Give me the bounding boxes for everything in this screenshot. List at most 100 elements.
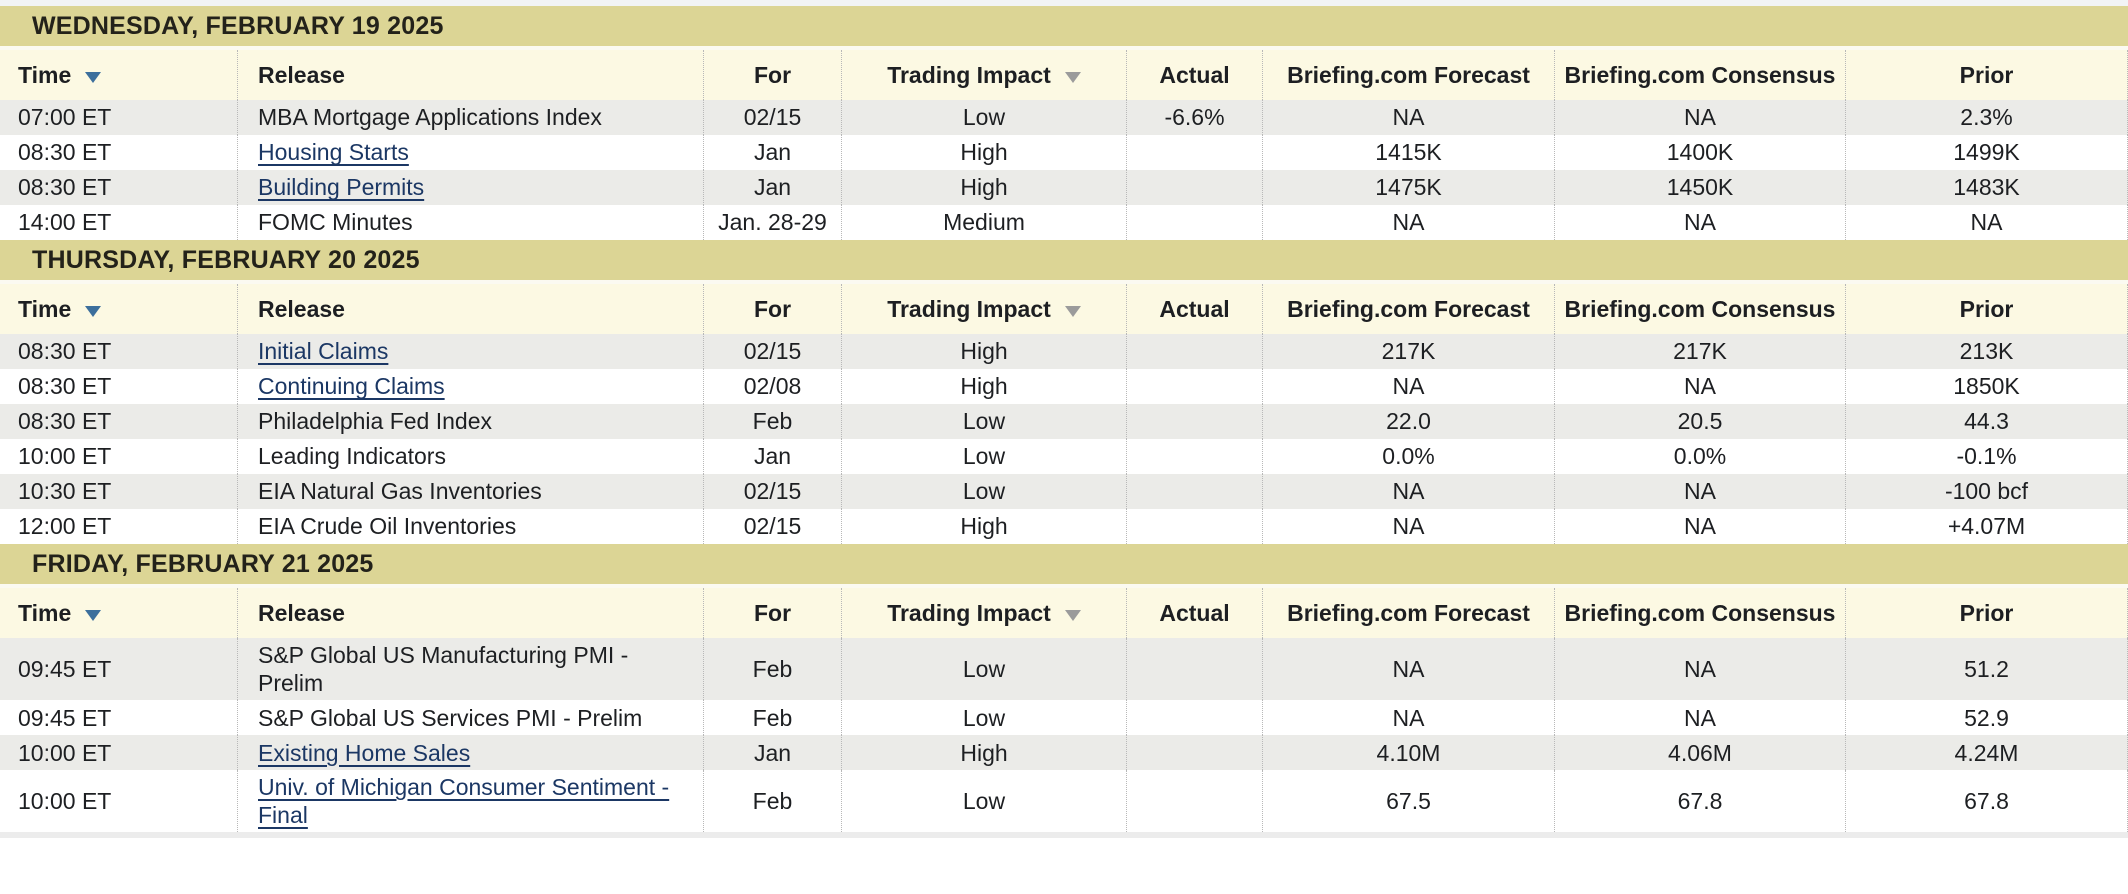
consensus-cell: 67.8: [1554, 770, 1845, 833]
column-header-row: Time Release For Trading Impact Actual Briefi…: [0, 50, 2128, 100]
table-row: 14:00 ET FOMC Minutes Jan. 28-29 Medium NA NA…: [0, 205, 2128, 240]
actual-cell: [1126, 135, 1262, 170]
release-cell: Existing Home Sales: [237, 735, 703, 771]
column-header-for: For: [703, 50, 841, 100]
for-cell: 02/15: [703, 509, 841, 544]
column-header-label: Trading Impact: [887, 599, 1051, 626]
column-header-label: Briefing.com Consensus: [1564, 599, 1836, 626]
consensus-cell: NA: [1554, 474, 1845, 509]
time-cell: 10:00 ET: [18, 788, 112, 815]
column-header-release: Release: [237, 284, 703, 334]
prior-cell: 1850K: [1845, 369, 2128, 404]
sort-down-arrow-icon[interactable]: [1064, 305, 1081, 317]
impact-cell: High: [841, 170, 1126, 205]
actual-cell: [1126, 735, 1262, 771]
sort-down-arrow-icon[interactable]: [1064, 71, 1081, 83]
forecast-cell: NA: [1262, 700, 1554, 736]
table-row: 09:45 ET S&P Global US Manufacturing PMI …: [0, 638, 2128, 701]
table-row: 10:00 ET Leading Indicators Jan Low 0.0% 0.0%…: [0, 439, 2128, 474]
section-rows: 09:45 ET S&P Global US Manufacturing PMI …: [0, 638, 2128, 833]
column-header-impact[interactable]: Trading Impact: [841, 50, 1126, 100]
table-row: 08:30 ET Initial Claims 02/15 High 217K 217K 2…: [0, 334, 2128, 369]
prior-cell: 52.9: [1845, 700, 2128, 736]
time-cell: 08:30 ET: [18, 408, 112, 435]
prior-cell: +4.07M: [1845, 509, 2128, 544]
date-section-header: FRIDAY, FEBRUARY 21 2025: [0, 544, 2128, 588]
consensus-cell: NA: [1554, 205, 1845, 240]
section-date: FRIDAY, FEBRUARY 21 2025: [32, 549, 374, 578]
for-cell: Jan: [703, 735, 841, 771]
sort-down-arrow-icon[interactable]: [85, 305, 102, 317]
impact-cell: Low: [841, 404, 1126, 439]
time-cell: 12:00 ET: [18, 513, 112, 540]
impact-cell: High: [841, 369, 1126, 404]
time-cell: 10:00 ET: [18, 739, 112, 766]
release-link[interactable]: Existing Home Sales: [258, 739, 471, 766]
time-cell: 08:30 ET: [18, 139, 112, 166]
release-link[interactable]: Initial Claims: [258, 338, 389, 365]
consensus-cell: NA: [1554, 100, 1845, 135]
release-cell: Initial Claims: [237, 334, 703, 369]
table-row: 08:30 ET Housing Starts Jan High 1415K 1400K 1…: [0, 135, 2128, 170]
actual-cell: [1126, 638, 1262, 701]
actual-cell: [1126, 334, 1262, 369]
column-header-label: Prior: [1959, 61, 2014, 88]
column-header-impact[interactable]: Trading Impact: [841, 284, 1126, 334]
for-cell: Feb: [703, 770, 841, 833]
column-header-impact[interactable]: Trading Impact: [841, 588, 1126, 638]
for-cell: 02/15: [703, 474, 841, 509]
prior-cell: 2.3%: [1845, 100, 2128, 135]
actual-cell: [1126, 770, 1262, 833]
release-cell: EIA Crude Oil Inventories: [237, 509, 703, 544]
actual-cell: [1126, 474, 1262, 509]
for-cell: Feb: [703, 404, 841, 439]
calendar-day-section: FRIDAY, FEBRUARY 21 2025 Time Release For T…: [0, 544, 2128, 833]
economic-calendar-table: WEDNESDAY, FEBRUARY 19 2025 Time Release F…: [0, 6, 2128, 833]
column-header-consensus: Briefing.com Consensus: [1554, 284, 1845, 334]
sort-down-arrow-icon[interactable]: [85, 71, 102, 83]
release-cell: EIA Natural Gas Inventories: [237, 474, 703, 509]
time-cell: 07:00 ET: [18, 104, 112, 131]
column-header-actual: Actual: [1126, 588, 1262, 638]
column-header-consensus: Briefing.com Consensus: [1554, 588, 1845, 638]
column-header-label: Time: [18, 599, 72, 626]
top-margin-strip: [0, 0, 2128, 6]
release-link[interactable]: Univ. of Michigan Consumer Sentiment - F…: [258, 774, 670, 829]
column-header-label: Time: [18, 61, 72, 88]
calendar-day-section: THURSDAY, FEBRUARY 20 2025 Time Release Fo…: [0, 240, 2128, 544]
impact-cell: High: [841, 509, 1126, 544]
release-link[interactable]: Continuing Claims: [258, 373, 445, 400]
sort-down-arrow-icon[interactable]: [1064, 609, 1081, 621]
column-header-time[interactable]: Time: [0, 284, 237, 334]
prior-cell: -100 bcf: [1845, 474, 2128, 509]
release-cell: Building Permits: [237, 170, 703, 205]
column-header-time[interactable]: Time: [0, 588, 237, 638]
column-header-actual: Actual: [1126, 284, 1262, 334]
column-header-label: Prior: [1959, 599, 2014, 626]
column-header-label: Release: [258, 599, 345, 626]
impact-cell: Low: [841, 474, 1126, 509]
time-cell: 10:00 ET: [18, 443, 112, 470]
release-link[interactable]: Housing Starts: [258, 139, 409, 166]
for-cell: 02/08: [703, 369, 841, 404]
time-cell: 08:30 ET: [18, 373, 112, 400]
release-link[interactable]: Building Permits: [258, 174, 425, 201]
prior-cell: 44.3: [1845, 404, 2128, 439]
release-cell: Continuing Claims: [237, 369, 703, 404]
release-cell: Philadelphia Fed Index: [237, 404, 703, 439]
forecast-cell: 0.0%: [1262, 439, 1554, 474]
actual-cell: [1126, 439, 1262, 474]
impact-cell: High: [841, 135, 1126, 170]
column-header-forecast: Briefing.com Forecast: [1262, 588, 1554, 638]
column-header-label: Release: [258, 61, 345, 88]
column-header-time[interactable]: Time: [0, 50, 237, 100]
forecast-cell: 4.10M: [1262, 735, 1554, 771]
prior-cell: 1499K: [1845, 135, 2128, 170]
impact-cell: Low: [841, 439, 1126, 474]
column-header-label: Briefing.com Forecast: [1287, 295, 1530, 322]
column-header-label: Prior: [1959, 295, 2014, 322]
consensus-cell: 0.0%: [1554, 439, 1845, 474]
consensus-cell: NA: [1554, 638, 1845, 701]
forecast-cell: NA: [1262, 509, 1554, 544]
sort-down-arrow-icon[interactable]: [85, 609, 102, 621]
